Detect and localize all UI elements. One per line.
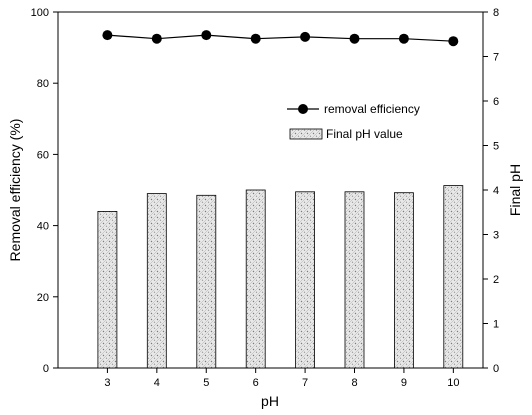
x-tick-label: 6 xyxy=(253,377,259,389)
y-right-tick-label: 7 xyxy=(493,52,499,64)
removal-efficiency-point-10 xyxy=(448,36,459,47)
y-right-tick-label: 1 xyxy=(493,319,499,331)
removal-efficiency-point-5 xyxy=(201,30,212,41)
removal-efficiency-point-3 xyxy=(102,30,113,41)
legend-label-removal-efficiency: removal efficiency xyxy=(324,102,420,116)
removal-efficiency-point-7 xyxy=(300,31,311,42)
removal-efficiency-point-9 xyxy=(398,33,409,44)
x-tick-label: 7 xyxy=(302,377,308,389)
x-tick-label: 5 xyxy=(203,377,209,389)
y-left-tick-label: 40 xyxy=(37,221,49,233)
removal-efficiency-point-6 xyxy=(250,33,261,44)
legend: removal efficiency Final pH value xyxy=(287,102,420,141)
x-tick-label: 10 xyxy=(447,377,459,389)
y-left-tick-label: 60 xyxy=(37,149,49,161)
x-tick-label: 4 xyxy=(154,377,160,389)
x-tick-label: 3 xyxy=(104,377,110,389)
bar-ph-5 xyxy=(196,194,217,369)
y-left-tick-label: 80 xyxy=(37,78,49,90)
plot-frame xyxy=(57,11,484,369)
bar-ph-8 xyxy=(344,191,365,369)
line-series-removal-efficiency xyxy=(102,30,459,47)
bar-ph-7 xyxy=(295,191,316,369)
bar-ph-4 xyxy=(146,193,167,369)
y-right-tick-label: 5 xyxy=(493,141,499,153)
x-axis-title: pH xyxy=(261,393,279,409)
y-axis-right-ticks: 0 1 2 3 4 5 6 7 8 xyxy=(483,7,499,375)
y-right-tick-label: 3 xyxy=(493,230,499,242)
bar-ph-6 xyxy=(245,189,266,369)
removal-efficiency-line xyxy=(107,34,454,42)
bar-ph-10 xyxy=(443,185,464,369)
y-right-tick-label: 4 xyxy=(493,185,499,197)
y-axis-left-title: Removal efficiency (%) xyxy=(7,119,23,262)
y-axis-right-title: Final pH xyxy=(507,164,523,216)
y-right-tick-label: 2 xyxy=(493,274,499,286)
y-right-tick-label: 6 xyxy=(493,96,499,108)
legend-label-final-ph: Final pH value xyxy=(326,127,403,141)
y-axis-left-ticks: 0 20 40 60 80 100 xyxy=(31,7,58,375)
y-left-tick-label: 0 xyxy=(43,363,49,375)
y-right-tick-label: 8 xyxy=(493,7,499,19)
removal-efficiency-point-4 xyxy=(151,33,162,44)
y-left-tick-label: 20 xyxy=(37,292,49,304)
bar-ph-9 xyxy=(393,192,414,369)
bar-series-final-ph xyxy=(97,185,464,369)
legend-marker-swatch xyxy=(298,104,308,114)
x-tick-label: 8 xyxy=(351,377,357,389)
removal-efficiency-point-8 xyxy=(349,33,360,44)
y-left-tick-label: 100 xyxy=(31,7,49,19)
x-axis-ticks: 3 4 5 6 7 8 9 10 xyxy=(104,368,459,389)
x-tick-label: 9 xyxy=(401,377,407,389)
bar-ph-3 xyxy=(97,210,118,369)
legend-bar-swatch xyxy=(289,128,323,140)
y-right-tick-label: 0 xyxy=(493,363,499,375)
